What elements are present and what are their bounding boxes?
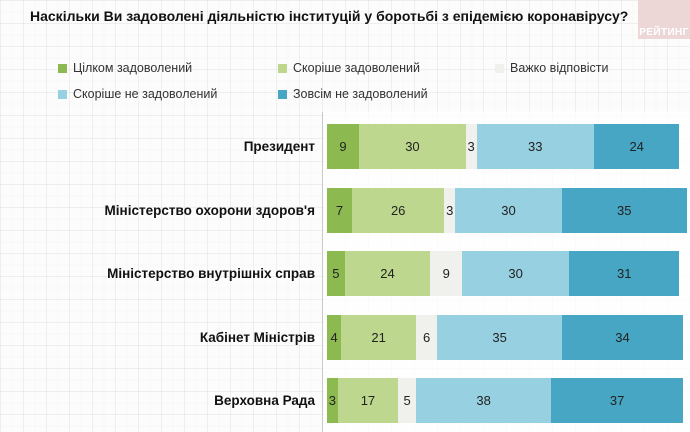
bar-segment: 9 xyxy=(430,251,463,296)
legend-label: Скоріше задоволений xyxy=(293,61,420,75)
chart-row: Міністерство охорони здоров'я 7 26 3 30 35 xyxy=(0,188,690,233)
rating-logo-text: РЕЙТИНГ xyxy=(639,27,689,38)
bar-segment: 3 xyxy=(327,378,338,423)
legend-item-fully-unsatisfied: Зовсім не задоволений xyxy=(278,87,428,101)
legend-label: Скоріше не задоволений xyxy=(73,87,218,101)
bar-segment: 5 xyxy=(327,251,345,296)
bar-segment: 3 xyxy=(444,188,456,233)
bar-segment: 37 xyxy=(551,378,683,423)
legend-label: Зовсім не задоволений xyxy=(293,87,428,101)
legend-item-rather-satisfied: Скоріше задоволений xyxy=(278,61,420,75)
category-label: Верховна Рада xyxy=(214,393,315,408)
category-label: Міністерство внутрішніх справ xyxy=(107,266,315,281)
category-label: Кабінет Міністрів xyxy=(199,330,315,345)
bar-segment: 7 xyxy=(327,188,352,233)
bar-segment: 31 xyxy=(569,251,680,296)
legend-swatch-rather-satisfied xyxy=(278,63,287,73)
bar-segment: 5 xyxy=(398,378,416,423)
category-label: Президент xyxy=(243,139,315,154)
legend-swatch-rather-unsatisfied xyxy=(58,89,67,99)
legend-label: Важко відповісти xyxy=(510,61,609,75)
bar-segment: 33 xyxy=(476,124,594,169)
bar-segment: 26 xyxy=(351,188,445,233)
bar-segment: 38 xyxy=(415,378,552,423)
bar-segment: 30 xyxy=(455,188,562,233)
stacked-bar: 4 21 6 35 34 xyxy=(327,315,683,360)
stacked-bar: 9 30 3 33 24 xyxy=(327,124,680,169)
bar-segment: 30 xyxy=(462,251,570,296)
stacked-bar: 3 17 5 38 37 xyxy=(327,378,683,423)
legend-swatch-fully-unsatisfied xyxy=(278,89,287,99)
chart-row: Кабінет Міністрів 4 21 6 35 34 xyxy=(0,315,690,360)
y-axis-line xyxy=(322,112,323,432)
bar-segment: 9 xyxy=(327,124,360,169)
bar-segment: 3 xyxy=(465,124,477,169)
bar-segment: 17 xyxy=(337,378,399,423)
chart-row: Президент 9 30 3 33 24 xyxy=(0,124,690,169)
chart-title: Наскільки Ви задоволені діяльністю інсти… xyxy=(30,8,629,24)
legend-label: Цілком задоволений xyxy=(73,61,193,75)
bar-segment: 35 xyxy=(437,315,562,360)
bar-segment: 21 xyxy=(341,315,416,360)
legend-swatch-hard-to-say xyxy=(495,63,504,73)
legend-swatch-fully-satisfied xyxy=(58,63,67,73)
legend-item-hard-to-say: Важко відповісти xyxy=(495,61,609,75)
bar-segment: 34 xyxy=(561,315,683,360)
bar-segment: 24 xyxy=(593,124,680,169)
chart-row: Міністерство внутрішніх справ 5 24 9 30 31 xyxy=(0,251,690,296)
bar-segment: 24 xyxy=(344,251,431,296)
legend-item-fully-satisfied: Цілком задоволений xyxy=(58,61,192,75)
rating-logo: РЕЙТИНГ xyxy=(638,0,690,39)
category-label: Міністерство охорони здоров'я xyxy=(104,203,315,218)
bar-segment: 6 xyxy=(415,315,438,360)
legend-item-rather-unsatisfied: Скоріше не задоволений xyxy=(58,87,217,101)
chart-row: Верховна Рада 3 17 5 38 37 xyxy=(0,378,690,423)
stacked-bar: 5 24 9 30 31 xyxy=(327,251,680,296)
bar-segment: 35 xyxy=(561,188,687,233)
bar-segment: 4 xyxy=(327,315,342,360)
bar-segment: 30 xyxy=(359,124,466,169)
stacked-bar: 7 26 3 30 35 xyxy=(327,188,687,233)
